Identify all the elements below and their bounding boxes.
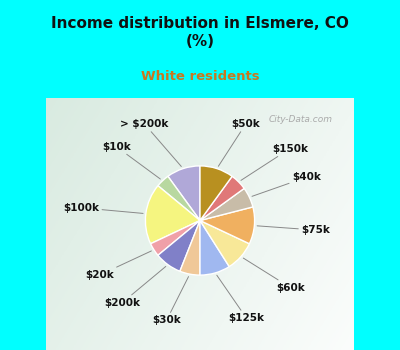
Text: $75k: $75k — [257, 225, 330, 235]
Text: $60k: $60k — [243, 258, 305, 293]
Wedge shape — [200, 188, 253, 220]
Text: White residents: White residents — [141, 70, 259, 83]
Text: $30k: $30k — [152, 276, 188, 325]
Wedge shape — [200, 220, 229, 275]
Wedge shape — [200, 176, 244, 220]
Wedge shape — [168, 166, 200, 220]
Text: $10k: $10k — [102, 141, 160, 179]
Wedge shape — [200, 220, 250, 267]
Text: $200k: $200k — [104, 266, 166, 308]
Text: $50k: $50k — [218, 119, 260, 166]
Text: $125k: $125k — [217, 275, 264, 323]
Text: City-Data.com: City-Data.com — [269, 116, 333, 125]
Wedge shape — [158, 176, 200, 220]
Wedge shape — [200, 207, 254, 244]
Wedge shape — [200, 166, 232, 220]
Wedge shape — [180, 220, 200, 275]
Text: $100k: $100k — [63, 203, 143, 214]
Text: $150k: $150k — [241, 144, 308, 180]
Text: > $200k: > $200k — [120, 119, 181, 167]
Wedge shape — [150, 220, 200, 255]
Wedge shape — [158, 220, 200, 271]
Text: Income distribution in Elsmere, CO
(%): Income distribution in Elsmere, CO (%) — [51, 16, 349, 49]
Text: $20k: $20k — [86, 251, 151, 280]
Text: $40k: $40k — [252, 172, 321, 196]
Wedge shape — [146, 186, 200, 244]
